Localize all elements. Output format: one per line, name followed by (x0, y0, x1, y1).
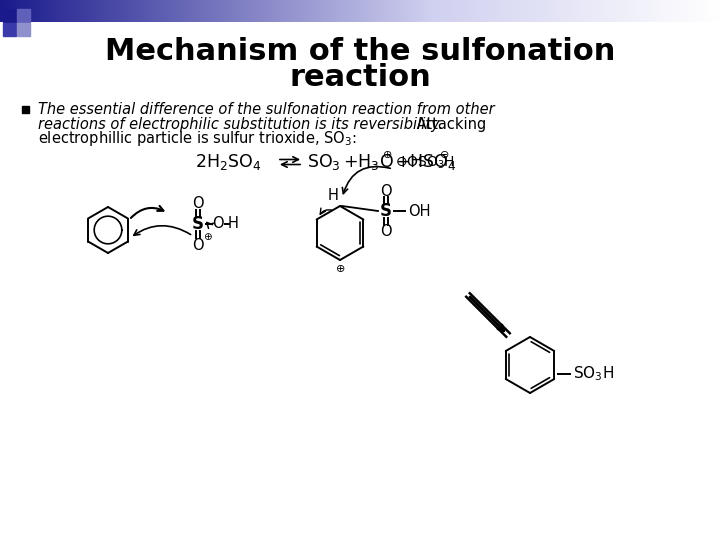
Text: 2H$_2$SO$_4$: 2H$_2$SO$_4$ (195, 152, 261, 172)
Text: +HSO$_4$: +HSO$_4$ (395, 152, 456, 172)
Text: Mechanism of the sulfonation: Mechanism of the sulfonation (105, 37, 615, 66)
Text: O: O (380, 184, 392, 199)
Text: The essential difference of the sulfonation reaction from other: The essential difference of the sulfonat… (38, 102, 495, 117)
Text: O: O (380, 224, 392, 239)
Text: S: S (380, 202, 392, 220)
Text: $\ominus$OSO$_3$H: $\ominus$OSO$_3$H (395, 155, 455, 171)
Bar (22, 106, 29, 113)
Bar (3, 9, 16, 22)
Bar (17, 23, 30, 36)
Text: electrophillic particle is sulfur trioxide, SO$_3$:: electrophillic particle is sulfur trioxi… (38, 130, 356, 148)
Text: O: O (192, 195, 204, 211)
Text: H: H (228, 217, 238, 232)
Text: reaction: reaction (289, 63, 431, 91)
Text: SO$_3$H: SO$_3$H (573, 364, 614, 383)
Text: reactions of electrophilic substitution is its reversibility.: reactions of electrophilic substitution … (38, 117, 444, 132)
Text: S: S (192, 215, 204, 233)
Text: $\ominus$: $\ominus$ (439, 150, 449, 160)
Text: H: H (328, 188, 338, 204)
Text: $\oplus$: $\oplus$ (203, 231, 213, 241)
Text: Attacking: Attacking (412, 117, 486, 132)
Text: $\oplus$: $\oplus$ (335, 262, 345, 273)
Text: $\oplus$: $\oplus$ (382, 150, 392, 160)
Bar (3, 23, 16, 36)
Text: SO$_3$: SO$_3$ (307, 152, 341, 172)
Text: +H$_3$O: +H$_3$O (343, 152, 394, 172)
Text: O: O (212, 217, 224, 232)
Bar (17, 9, 30, 22)
Text: OH: OH (408, 204, 431, 219)
Text: O: O (192, 238, 204, 253)
